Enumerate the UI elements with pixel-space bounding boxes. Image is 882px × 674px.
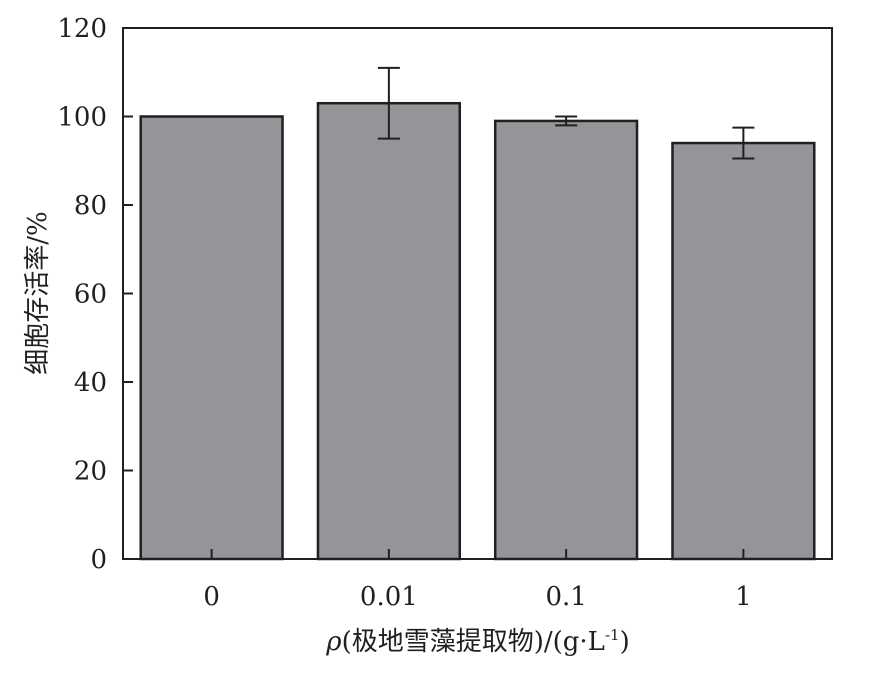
bar-1 [316, 101, 462, 561]
y-tick-label-0: 0 [90, 545, 107, 575]
x-axis-title-main: (极地雪藻提取物)/(g·L [342, 627, 605, 657]
x-tick-label-2: 0.1 [545, 582, 586, 612]
bars-group [139, 101, 816, 561]
x-tick-label-0: 0 [203, 582, 220, 612]
y-tick-label-1: 20 [74, 457, 107, 487]
x-axis-title: ρ(极地雪藻提取物)/(g·L-1) [325, 626, 629, 657]
x-tick-label-3: 1 [735, 582, 752, 612]
bar-0 [139, 115, 284, 561]
y-tick-label-6: 120 [57, 14, 107, 44]
error-bars-group [377, 66, 755, 160]
y-tick-label-4: 80 [74, 191, 107, 221]
x-axis-ticks: 0 0.01 0.1 1 [203, 549, 752, 612]
x-axis-title-end: ) [620, 627, 630, 657]
x-tick-label-1: 0.01 [360, 582, 418, 612]
x-axis-title-symbol: ρ [325, 627, 342, 657]
y-tick-label-5: 100 [57, 103, 107, 133]
bar-3 [671, 141, 816, 561]
y-tick-label-3: 60 [74, 280, 107, 310]
y-tick-label-2: 40 [74, 368, 107, 398]
x-axis-title-sup: -1 [605, 626, 620, 644]
bar-2 [493, 119, 639, 561]
y-axis-ticks: 0 20 40 60 80 100 120 [57, 14, 133, 575]
y-axis-title: 细胞存活率/% [23, 211, 53, 374]
